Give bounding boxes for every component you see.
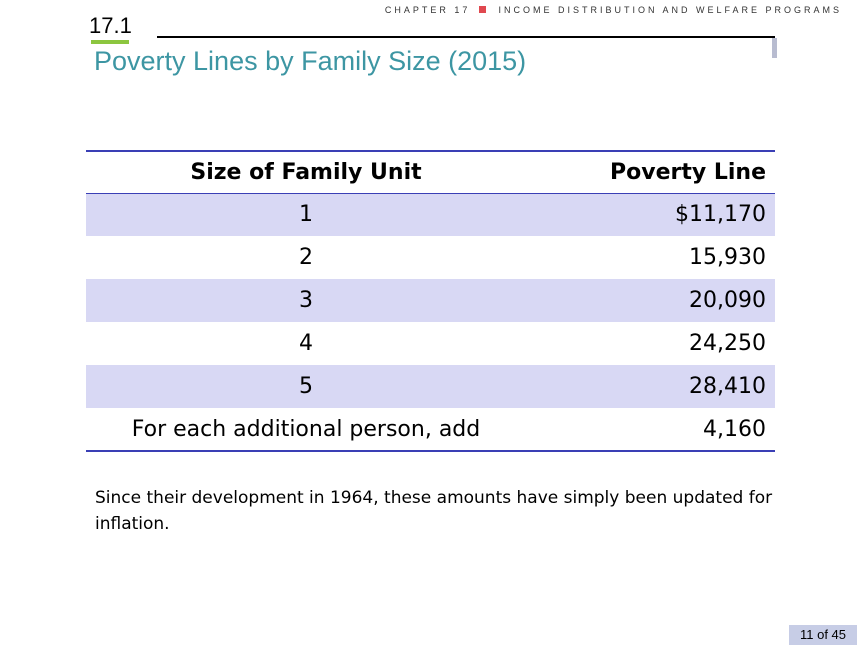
section-number: 17.1	[89, 13, 132, 38]
chapter-title: INCOME DISTRIBUTION AND WELFARE PROGRAMS	[498, 5, 842, 15]
table-row: 2 15,930	[86, 236, 775, 279]
header-rule	[157, 36, 775, 38]
family-size-cell: 4	[299, 331, 313, 356]
header-separator-icon	[478, 6, 486, 13]
section-underline	[91, 40, 129, 44]
page-indicator: 11 of 45	[789, 625, 857, 645]
poverty-line-cell: 28,410	[526, 365, 775, 408]
footnote: Since their development in 1964, these a…	[95, 488, 773, 534]
family-size-cell: 2	[299, 245, 313, 270]
table-row: 5 28,410	[86, 365, 775, 408]
poverty-line-cell: 24,250	[689, 331, 766, 356]
poverty-line-cell: 15,930	[689, 245, 766, 270]
family-size-cell: 3	[86, 279, 526, 322]
table-row: 4 24,250	[86, 322, 775, 365]
chapter-header: CHAPTER 17 INCOME DISTRIBUTION AND WELFA…	[385, 5, 842, 15]
table-row: For each additional person, add 4,160	[86, 408, 775, 451]
table-header-row: Size of Family Unit Poverty Line	[86, 151, 775, 194]
family-size-cell: For each additional person, add	[131, 416, 481, 442]
poverty-line-cell: 20,090	[526, 279, 775, 322]
poverty-line-cell: $11,170	[526, 193, 775, 236]
poverty-lines-table: Size of Family Unit Poverty Line 1 $11,1…	[86, 150, 775, 452]
header-rule-accent	[772, 38, 777, 58]
table-row: 3 20,090	[86, 279, 775, 322]
column-header-poverty-line: Poverty Line	[526, 151, 775, 194]
chapter-label: CHAPTER 17	[384, 5, 471, 15]
column-header-family-size: Size of Family Unit	[86, 151, 526, 194]
table-row: 1 $11,170	[86, 193, 775, 236]
family-size-cell: 5	[86, 365, 526, 408]
poverty-line-cell: 4,160	[703, 416, 766, 442]
family-size-cell: 1	[86, 193, 526, 236]
slide-title: Poverty Lines by Family Size (2015)	[94, 46, 527, 76]
